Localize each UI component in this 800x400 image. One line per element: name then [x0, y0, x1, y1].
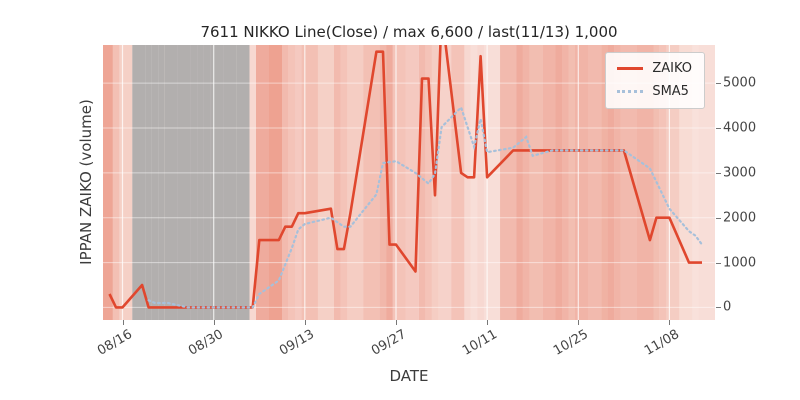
- y-axis-label: IPPAN ZAIKO (volume): [77, 99, 95, 265]
- background-band-gray: [223, 45, 237, 320]
- background-band: [588, 45, 601, 320]
- background-band: [256, 45, 269, 320]
- background-band: [659, 45, 667, 320]
- background-band: [575, 45, 588, 320]
- background-band-gray: [197, 45, 204, 320]
- background-band: [379, 45, 387, 320]
- background-band: [529, 45, 543, 320]
- background-band: [562, 45, 569, 320]
- background-band: [451, 45, 465, 320]
- background-band: [614, 45, 621, 320]
- background-band: [119, 45, 133, 320]
- background-band: [418, 45, 426, 320]
- background-band: [692, 45, 699, 320]
- y-tick-mark: [716, 217, 721, 219]
- background-band: [464, 45, 471, 320]
- x-tick-label: 08/16: [95, 327, 135, 359]
- x-tick-mark: [122, 320, 124, 325]
- x-tick-mark: [578, 320, 580, 325]
- legend-item-zaiko: ZAIKO: [617, 62, 692, 75]
- legend-label-zaiko: ZAIKO: [652, 61, 692, 76]
- background-band-gray: [210, 45, 224, 320]
- x-tick-label: 08/30: [186, 327, 227, 359]
- background-band-gray: [203, 45, 211, 320]
- background-band-gray: [132, 45, 146, 320]
- background-band: [568, 45, 575, 320]
- y-tick-mark: [716, 172, 721, 174]
- y-tick-label: 2000: [723, 210, 757, 226]
- y-tick-mark: [716, 262, 721, 264]
- background-band: [555, 45, 562, 320]
- background-band: [295, 45, 302, 320]
- background-band-gray: [164, 45, 178, 320]
- background-band: [620, 45, 637, 320]
- x-tick-mark: [396, 320, 397, 325]
- background-band: [438, 45, 452, 320]
- background-band: [340, 45, 348, 320]
- background-band: [601, 45, 608, 320]
- background-band: [249, 45, 256, 320]
- background-band: [542, 45, 556, 320]
- x-tick-label: 11/08: [641, 327, 682, 359]
- background-band-gray: [158, 45, 165, 320]
- background-band-gray: [177, 45, 191, 320]
- y-tick-label: 5000: [723, 75, 757, 91]
- y-tick-label: 4000: [723, 120, 757, 136]
- background-band: [392, 45, 406, 320]
- background-band: [317, 45, 335, 320]
- y-tick-mark: [716, 83, 721, 85]
- background-band: [470, 45, 478, 320]
- x-tick-mark: [669, 320, 671, 325]
- x-tick-mark: [304, 320, 306, 325]
- background-band: [288, 45, 296, 320]
- background-band: [636, 45, 654, 320]
- sma5-line-sample: [617, 90, 644, 93]
- background-band: [500, 45, 517, 320]
- background-band: [516, 45, 523, 320]
- background-band: [103, 45, 113, 320]
- x-tick-label: 09/13: [277, 327, 318, 359]
- background-band: [405, 45, 419, 320]
- y-tick-mark: [716, 128, 721, 129]
- background-band: [112, 45, 120, 320]
- background-band: [483, 45, 501, 320]
- background-band: [607, 45, 615, 320]
- y-tick-label: 0: [723, 299, 732, 315]
- x-tick-mark: [213, 320, 215, 325]
- background-band: [477, 45, 484, 320]
- background-band-gray: [243, 45, 250, 320]
- background-band-gray: [190, 45, 198, 320]
- background-band: [698, 45, 715, 320]
- chart-title: 7611 NIKKO Line(Close) / max 6,600 / las…: [200, 23, 618, 41]
- x-axis-label: DATE: [389, 367, 429, 385]
- x-tick-label: 09/27: [368, 327, 409, 359]
- legend-item-sma5: SMA5: [617, 85, 692, 98]
- legend-label-sma5: SMA5: [652, 84, 689, 99]
- background-band: [679, 45, 693, 320]
- background-band: [386, 45, 393, 320]
- background-band-gray: [236, 45, 243, 320]
- background-band: [269, 45, 282, 320]
- background-band: [334, 45, 341, 320]
- x-tick-label: 10/11: [459, 327, 500, 359]
- background-band: [301, 45, 318, 320]
- y-tick-mark: [716, 307, 721, 309]
- x-tick-label: 10/25: [550, 327, 591, 359]
- zaiko-line-sample: [617, 67, 644, 70]
- background-band: [282, 45, 289, 320]
- background-band-gray: [151, 45, 159, 320]
- background-band: [522, 45, 530, 320]
- sma5-line: [147, 105, 704, 309]
- y-tick-label: 3000: [723, 165, 757, 181]
- x-tick-mark: [487, 320, 489, 325]
- y-tick-label: 1000: [723, 255, 757, 271]
- background-band-gray: [145, 45, 152, 320]
- legend: ZAIKO SMA5: [605, 52, 705, 109]
